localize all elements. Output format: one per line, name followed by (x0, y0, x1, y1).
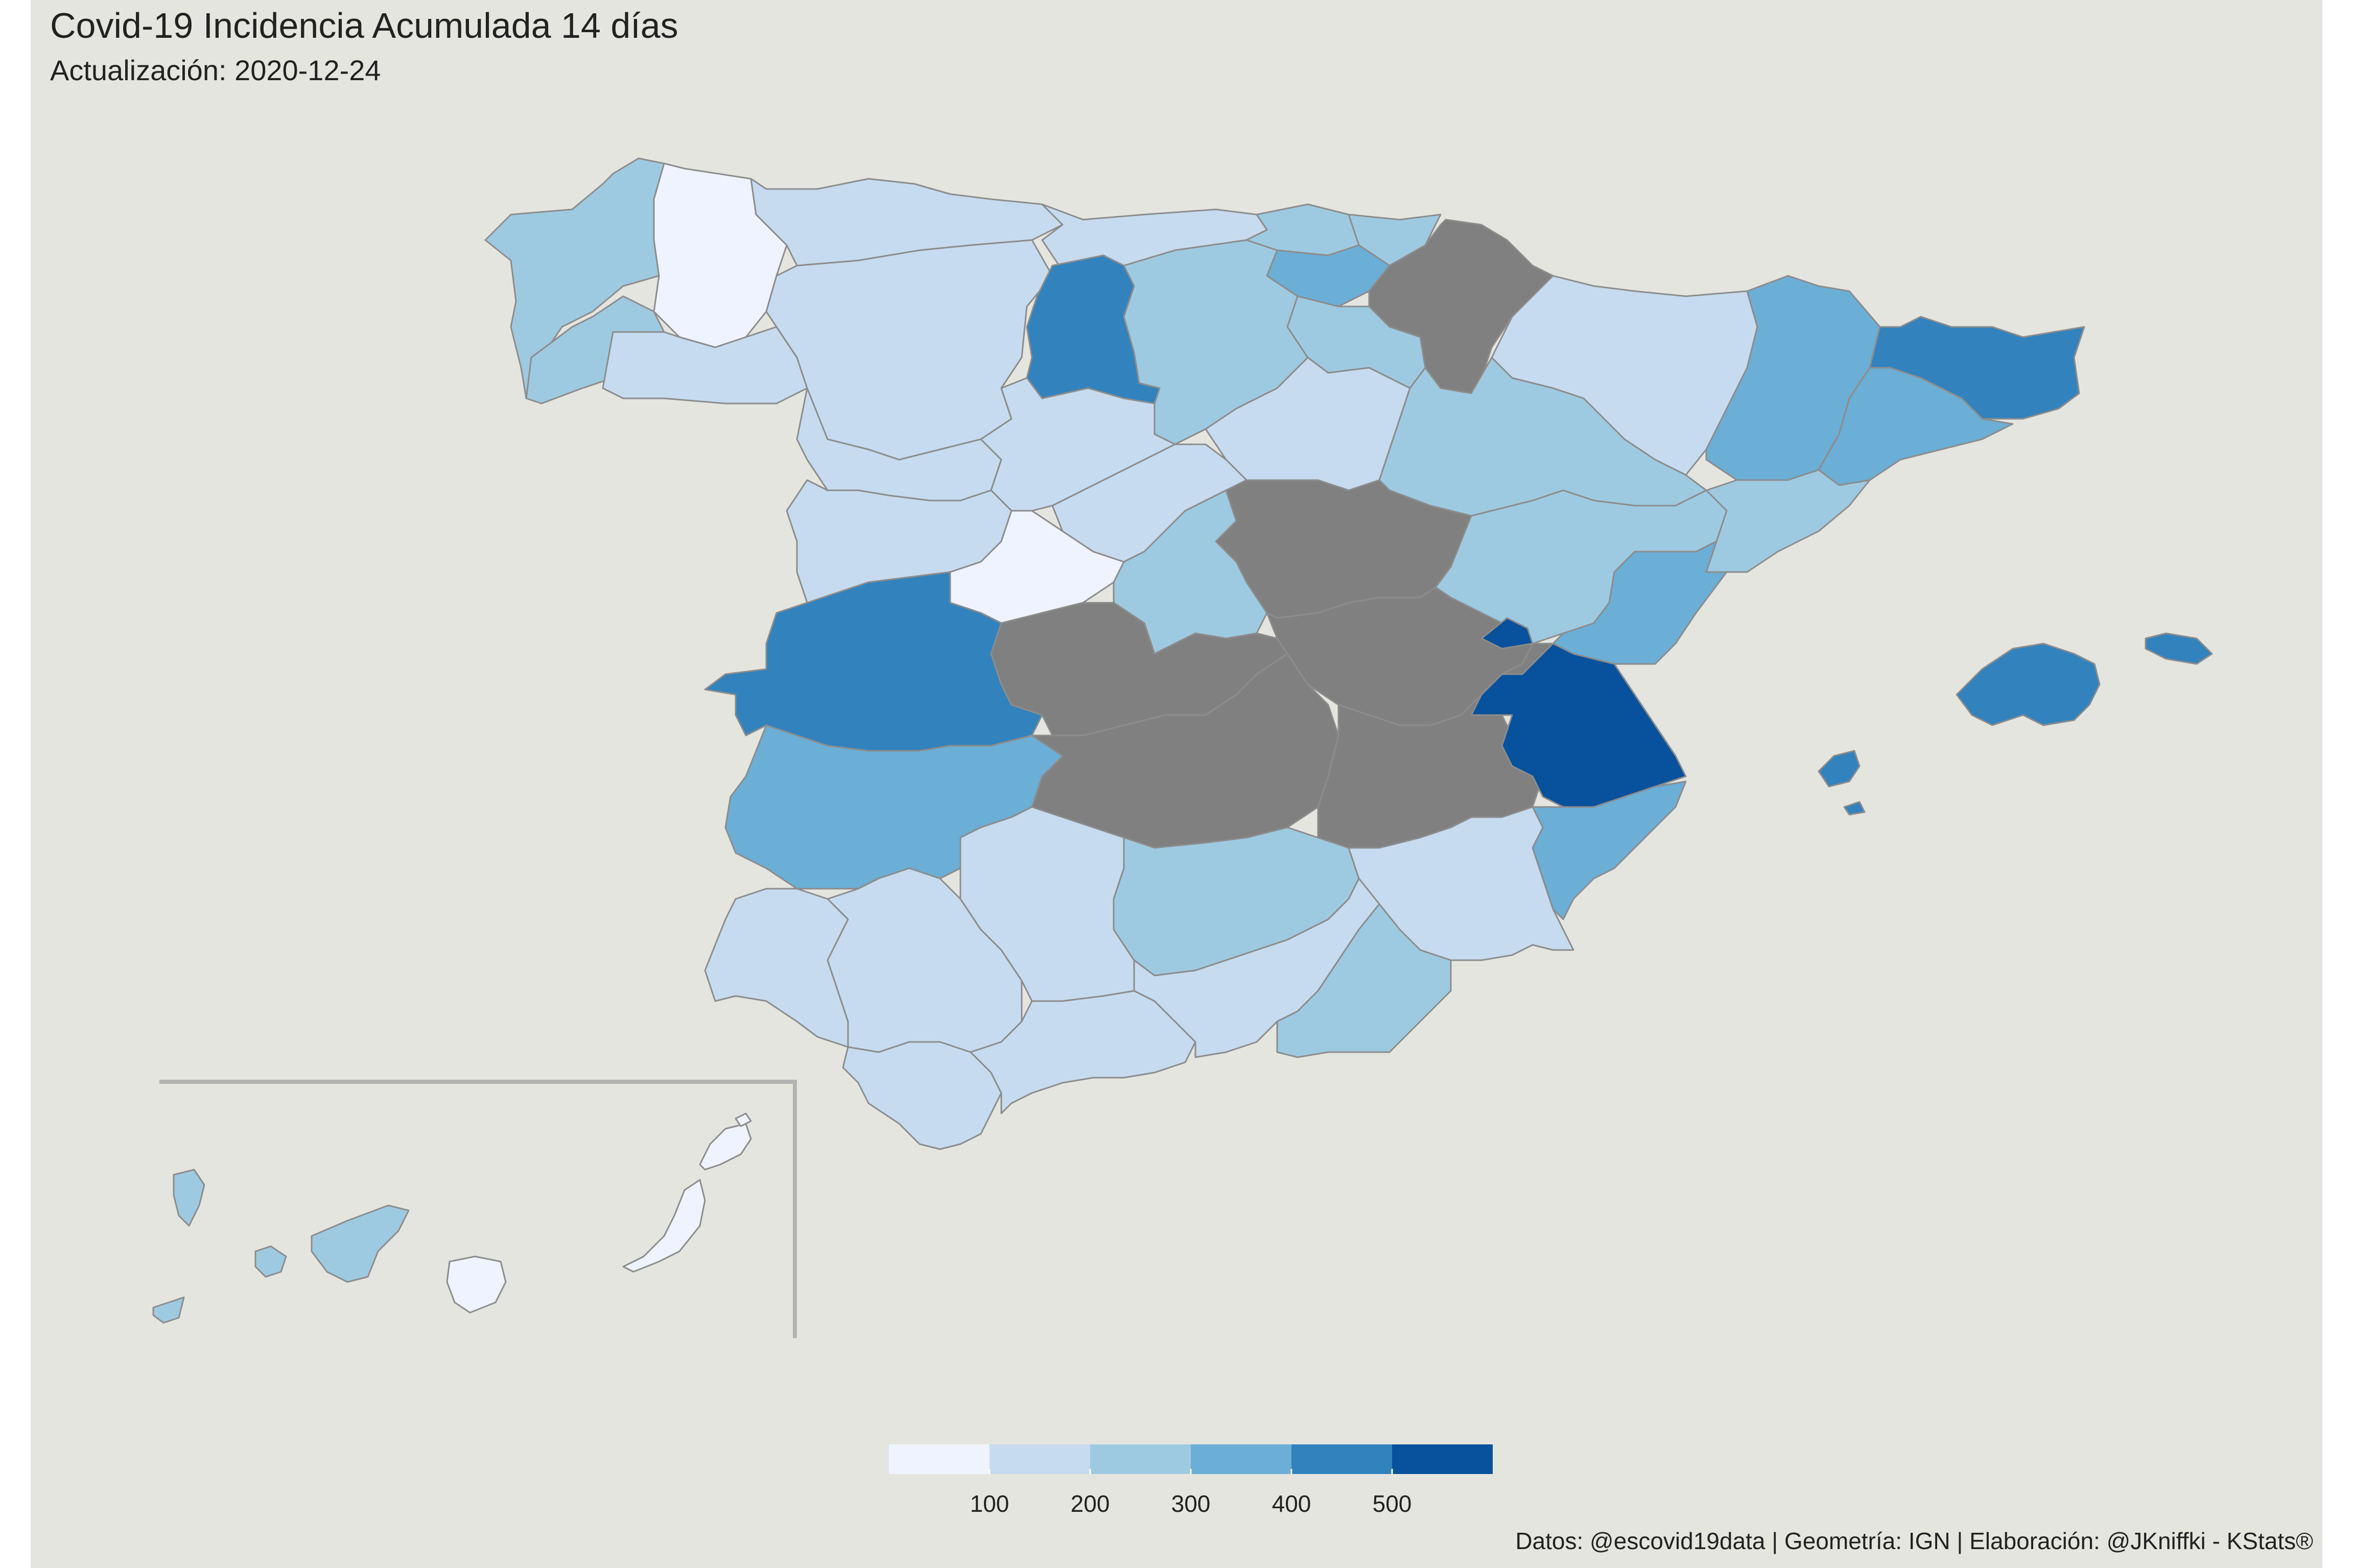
region-a-coruna (484, 157, 665, 399)
legend-swatch (990, 1444, 1090, 1474)
region-malaga (970, 990, 1196, 1114)
map-subtitle: Actualización: 2020-12-24 (50, 54, 381, 86)
region-menorca (2145, 632, 2213, 665)
legend-tick-label: 300 (1171, 1490, 1211, 1517)
legend-tick-label: 500 (1373, 1490, 1412, 1517)
region-mallorca (1956, 643, 2101, 726)
legend-swatch (1191, 1444, 1291, 1474)
canary-inset-frame (159, 1080, 797, 1338)
region-formentera (1843, 801, 1866, 816)
legend-swatch (1392, 1444, 1493, 1474)
region-lanzarote (699, 1123, 752, 1171)
region-el-hierro (152, 1296, 185, 1324)
legend-swatch (1090, 1444, 1191, 1474)
region-cadiz (842, 1041, 1002, 1150)
region-valencia-rincon (1480, 617, 1534, 650)
legend-tick-label: 100 (970, 1490, 1009, 1517)
legend-swatch (1291, 1444, 1392, 1474)
legend-swatch (889, 1444, 990, 1474)
map-title: Covid-19 Incidencia Acumulada 14 días (50, 6, 678, 45)
region-la-gomera (254, 1245, 287, 1278)
legend-tick-label: 200 (1071, 1490, 1110, 1517)
region-tenerife (311, 1204, 410, 1283)
map-caption: Datos: @escovid19data | Geometría: IGN |… (1515, 1528, 2313, 1554)
region-ibiza (1818, 750, 1861, 788)
region-barcelona (1818, 367, 2014, 486)
region-la-palma (173, 1169, 205, 1227)
legend-tick-label: 400 (1272, 1490, 1311, 1517)
region-fuerteventura (622, 1179, 706, 1273)
region-almeria (1276, 903, 1452, 1058)
region-gran-canaria (446, 1255, 507, 1314)
region-alegranza (735, 1112, 752, 1127)
